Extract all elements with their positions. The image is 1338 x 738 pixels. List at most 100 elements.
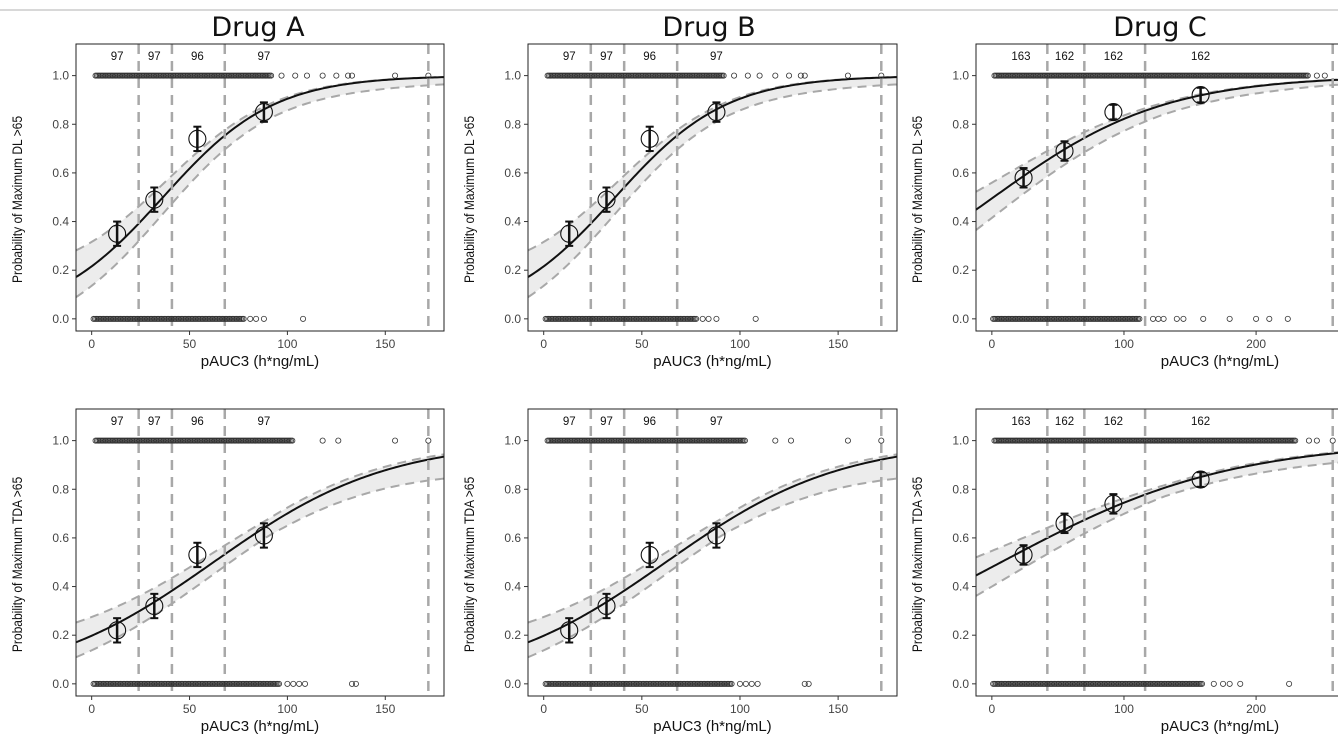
raw-point	[290, 680, 297, 687]
raw-point	[1304, 72, 1311, 79]
raw-responders	[991, 437, 1336, 444]
y-tick-label: 0.2	[504, 263, 521, 277]
x-tick-label: 200	[1246, 702, 1266, 716]
y-tick-label: 0.2	[952, 263, 969, 277]
raw-point	[392, 72, 399, 79]
raw-point	[392, 437, 399, 444]
raw-point	[1253, 315, 1260, 322]
raw-point	[1292, 437, 1299, 444]
column-title-drug-a: Drug A	[211, 12, 305, 43]
y-tick-label: 0.6	[52, 531, 69, 545]
raw-point	[744, 72, 751, 79]
raw-point	[720, 72, 727, 79]
observed-proportion-marker	[254, 526, 273, 545]
raw-point	[748, 680, 755, 687]
confidence-band	[976, 79, 1338, 231]
logistic-fit-line	[528, 76, 897, 278]
bin-count-label: 163	[1011, 416, 1030, 428]
plot-area: 97 97 96 97	[528, 44, 897, 331]
bin-count-label: 97	[710, 416, 723, 428]
column-title-drug-c: Drug C	[1113, 12, 1207, 43]
y-tick-label: 0.0	[504, 677, 521, 691]
observed-proportion-marker	[254, 103, 273, 122]
raw-point	[240, 315, 247, 322]
bin-count-label: 97	[148, 416, 161, 428]
raw-responders	[92, 437, 432, 444]
raw-point	[333, 72, 340, 79]
raw-point	[1150, 315, 1157, 322]
x-tick-label: 0	[989, 702, 996, 716]
panel-frame	[527, 408, 898, 697]
raw-point	[878, 437, 885, 444]
observed-proportion-marker	[707, 103, 726, 122]
observed-bin	[108, 617, 127, 644]
raw-point	[1321, 72, 1328, 79]
plot-area: 97 97 96 97	[76, 44, 444, 331]
plot-area: 163 162 162 162	[976, 44, 1338, 331]
observed-bin	[560, 617, 579, 644]
ci-upper-line	[976, 78, 1338, 193]
raw-point	[268, 72, 275, 79]
raw-point	[844, 72, 851, 79]
observed-bin	[1014, 544, 1033, 566]
raw-point	[348, 680, 355, 687]
observed-proportion-marker	[1104, 494, 1123, 513]
panel-frame	[975, 43, 1338, 332]
observed-proportion-marker	[597, 190, 616, 209]
y-axis-title: Probability of Maximum DL >65	[909, 116, 925, 283]
confidence-band	[528, 77, 897, 298]
raw-point	[1220, 680, 1227, 687]
x-tick-label: 50	[183, 702, 197, 716]
observed-bin	[1104, 103, 1123, 122]
raw-point	[276, 680, 283, 687]
x-axis-title: pAUC3 (h*ng/mL)	[201, 353, 319, 370]
raw-point	[797, 72, 804, 79]
logistic-fit-line	[76, 455, 444, 644]
y-axis-title: Probability of Maximum TDA >65	[9, 477, 25, 652]
observed-proportion-marker	[188, 129, 207, 148]
raw-nonresponders	[90, 680, 359, 687]
raw-point	[786, 72, 793, 79]
observed-bin	[1104, 493, 1123, 515]
observed-proportion-marker	[1055, 141, 1074, 161]
y-tick-label: 0.0	[52, 677, 69, 691]
x-tick-label: 150	[828, 702, 848, 716]
raw-point	[260, 315, 267, 322]
bin-count-label: 163	[1011, 51, 1030, 63]
bin-count-label: 162	[1191, 416, 1210, 428]
y-tick-label: 0.4	[52, 215, 69, 229]
y-tick-label: 1.0	[952, 434, 969, 448]
observed-proportion-marker	[188, 545, 207, 564]
raw-point	[693, 315, 700, 322]
raw-point	[1160, 315, 1167, 322]
raw-responders	[544, 72, 885, 79]
ci-upper-line	[76, 453, 444, 624]
x-tick-label: 0	[88, 337, 95, 351]
observed-proportion-marker	[145, 596, 164, 616]
x-tick-label: 50	[183, 337, 197, 351]
raw-responders	[991, 72, 1328, 79]
observed-bin	[254, 101, 273, 123]
ci-lower-line	[528, 83, 897, 298]
y-tick-label: 0.2	[52, 628, 69, 642]
raw-responders	[92, 72, 432, 79]
logistic-fit-line	[976, 78, 1338, 211]
observed-proportion-marker	[1055, 514, 1074, 533]
x-tick-label: 150	[375, 702, 395, 716]
x-tick-label: 150	[375, 337, 395, 351]
x-axis-title: pAUC3 (h*ng/mL)	[1161, 718, 1279, 735]
bin-count-label: 97	[258, 51, 271, 63]
panel-frame	[527, 43, 898, 332]
y-tick-label: 0.0	[952, 677, 969, 691]
y-tick-label: 0.2	[952, 628, 969, 642]
raw-point	[348, 72, 355, 79]
panel-drugB-dl: 97 97 96 97 0.0 0.2 0.4 0.6 0.8 1.0 0 50 100 150 pAUC3…	[461, 43, 898, 370]
raw-point	[1199, 680, 1206, 687]
bin-count-label: 97	[563, 51, 576, 63]
ci-lower-line	[976, 461, 1338, 597]
observed-bin	[188, 125, 207, 153]
y-tick-label: 0.0	[52, 312, 69, 326]
raw-point	[728, 680, 735, 687]
plot-area: 97 97 96 97	[528, 409, 897, 696]
x-tick-label: 150	[828, 337, 848, 351]
